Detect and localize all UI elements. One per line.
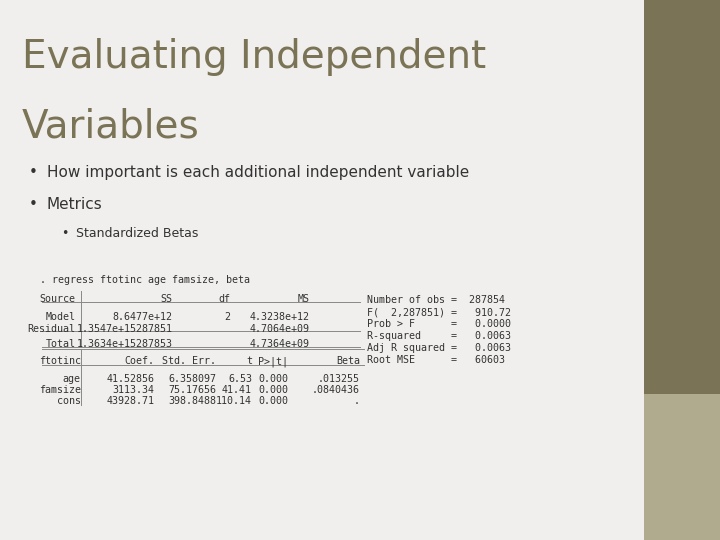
Text: 1.3547e+15287851: 1.3547e+15287851 [77,324,173,334]
Text: Total: Total [45,339,76,349]
Text: age: age [63,374,81,384]
Text: 6.53: 6.53 [228,374,252,384]
Text: cons: cons [57,396,81,406]
Text: Adj R squared =   0.0063: Adj R squared = 0.0063 [367,343,511,353]
Text: Std. Err.: Std. Err. [162,356,216,367]
Text: Variables: Variables [22,108,199,146]
Text: Source: Source [40,294,76,305]
Text: .: . [354,396,360,406]
Text: 0.000: 0.000 [258,385,288,395]
Text: MS: MS [297,294,310,305]
Text: 2: 2 [225,312,230,322]
Text: Metrics: Metrics [47,197,102,212]
Text: 0.000: 0.000 [258,396,288,406]
Text: 41.52856: 41.52856 [107,374,155,384]
Text: famsize: famsize [39,385,81,395]
Text: Standardized Betas: Standardized Betas [76,227,198,240]
Text: Coef.: Coef. [125,356,155,367]
Text: F(  2,287851) =   910.72: F( 2,287851) = 910.72 [367,307,511,318]
Text: Prob > F      =   0.0000: Prob > F = 0.0000 [367,319,511,329]
Text: 0.000: 0.000 [258,374,288,384]
Text: SS: SS [161,294,173,305]
Text: 6.358097: 6.358097 [168,374,216,384]
Text: 41.41: 41.41 [222,385,252,395]
Text: ftotinc: ftotinc [39,356,81,367]
Text: 4.7064e+09: 4.7064e+09 [250,324,310,334]
Text: Beta: Beta [336,356,360,367]
Text: How important is each additional independent variable: How important is each additional indepen… [47,165,469,180]
Text: . regress ftotinc age famsize, beta: . regress ftotinc age famsize, beta [40,275,250,286]
Text: .0840436: .0840436 [312,385,360,395]
Text: 75.17656: 75.17656 [168,385,216,395]
Text: P>|t|: P>|t| [258,356,288,367]
Text: •: • [61,227,68,240]
Text: Number of obs =  287854: Number of obs = 287854 [367,295,505,306]
Text: 43928.71: 43928.71 [107,396,155,406]
Text: 3113.34: 3113.34 [113,385,155,395]
Text: Evaluating Independent: Evaluating Independent [22,38,486,76]
Text: Residual: Residual [27,324,76,334]
Text: R-squared     =   0.0063: R-squared = 0.0063 [367,331,511,341]
Text: 8.6477e+12: 8.6477e+12 [113,312,173,322]
Text: 4.3238e+12: 4.3238e+12 [250,312,310,322]
Text: •: • [29,197,37,212]
Text: 110.14: 110.14 [216,396,252,406]
Text: Model: Model [45,312,76,322]
Text: Root MSE      =   60603: Root MSE = 60603 [367,355,505,365]
Text: 1.3634e+15287853: 1.3634e+15287853 [77,339,173,349]
Text: .013255: .013255 [318,374,360,384]
Text: 398.8488: 398.8488 [168,396,216,406]
Text: df: df [218,294,230,305]
Text: 4.7364e+09: 4.7364e+09 [250,339,310,349]
Text: t: t [246,356,252,367]
Text: •: • [29,165,37,180]
